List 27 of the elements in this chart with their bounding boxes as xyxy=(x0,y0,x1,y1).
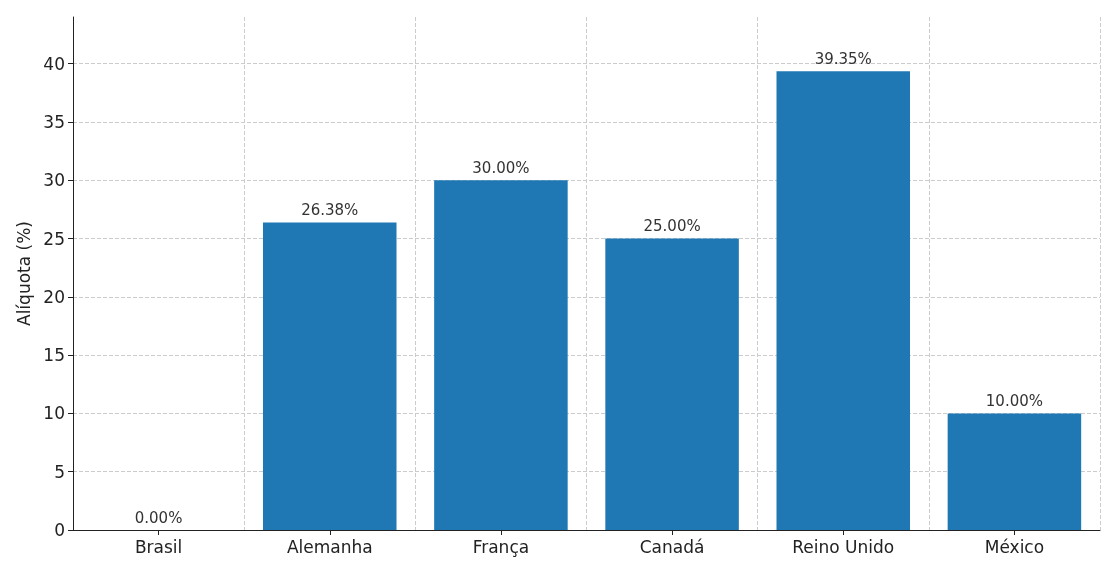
data-label: 0.00% xyxy=(134,508,183,527)
y-tick-label: 0 xyxy=(54,520,65,540)
bar xyxy=(263,222,397,530)
y-tick-label: 35 xyxy=(43,111,65,132)
data-label: 26.38% xyxy=(301,200,359,219)
y-tick-label: 25 xyxy=(43,228,65,249)
bar xyxy=(434,180,568,530)
bar xyxy=(947,413,1082,530)
y-tick-label: 5 xyxy=(54,461,65,482)
y-axis-title: Alíquota (%) xyxy=(13,221,34,326)
data-label: 30.00% xyxy=(472,158,530,177)
y-tick-label: 20 xyxy=(43,286,65,307)
data-label: 10.00% xyxy=(985,391,1044,410)
x-tick-label: França xyxy=(472,536,530,557)
x-tick-label: México xyxy=(984,536,1045,557)
data-label: 39.35% xyxy=(814,49,872,68)
x-tick-label: Reino Unido xyxy=(792,536,895,557)
y-tick-label: 40 xyxy=(43,53,65,74)
x-tick-label: Alemanha xyxy=(286,536,373,557)
y-tick-label: 10 xyxy=(43,403,65,424)
y-tick-label: 15 xyxy=(43,345,65,366)
y-tick-label: 30 xyxy=(43,170,65,191)
data-label: 25.00% xyxy=(643,217,701,236)
x-tick-label: Canadá xyxy=(639,536,705,557)
bar xyxy=(605,238,739,530)
bar xyxy=(776,71,911,530)
x-tick-label: Brasil xyxy=(134,536,183,557)
